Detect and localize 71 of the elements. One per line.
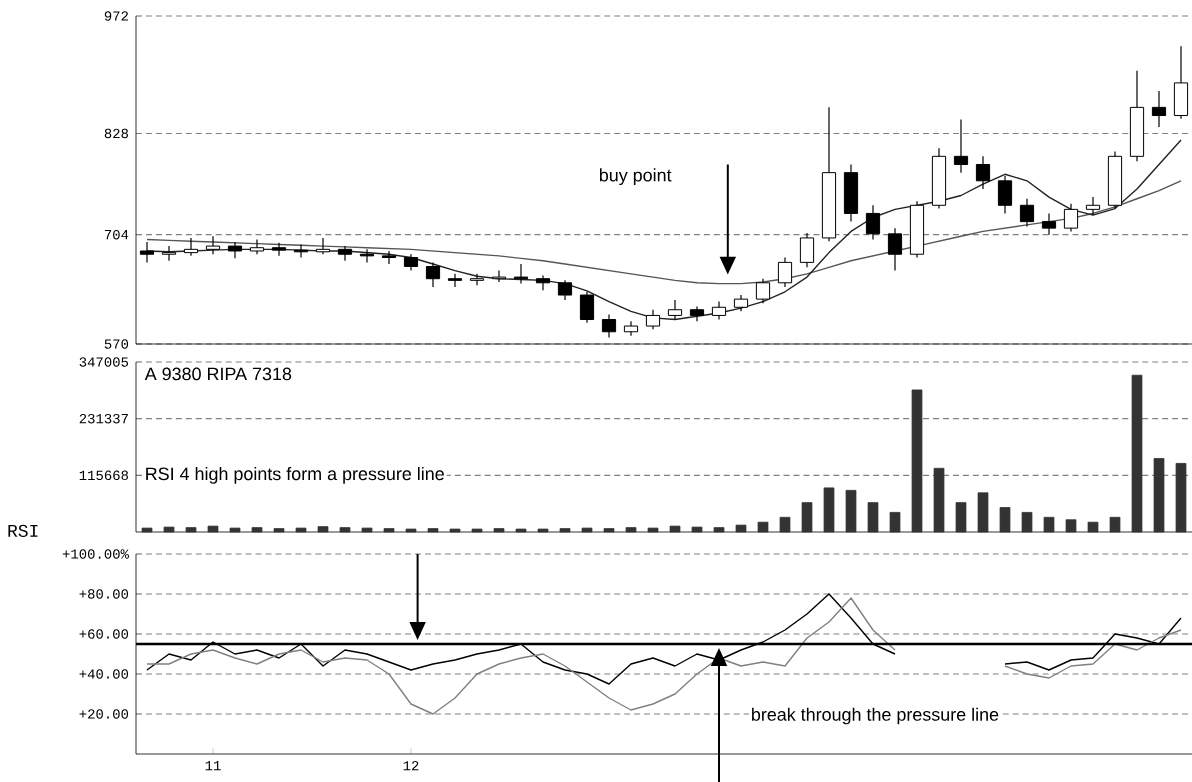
bar [735,524,747,533]
candlestick [359,248,375,263]
bar [625,527,637,533]
candlestick [1063,203,1079,232]
bar [1175,463,1187,533]
bar [185,527,197,533]
bar [955,502,967,533]
candlestick [865,204,881,241]
bar [889,512,901,533]
candlestick [667,299,683,321]
bar [801,502,813,533]
candlestick [1151,90,1167,128]
bar [1131,374,1143,533]
candlestick [799,232,815,268]
bar [845,489,857,533]
candlestick [1019,198,1035,228]
bar [339,527,351,533]
bar [1109,516,1121,533]
bar [1153,458,1165,533]
bar [317,526,329,533]
bar [911,389,923,533]
candlestick [227,241,243,259]
candlestick [953,119,969,174]
candlestick [645,309,661,330]
candlestick [183,237,199,257]
bar [163,526,175,533]
candlestick [579,291,595,324]
bar [977,492,989,533]
bar [1043,516,1055,533]
bar [1065,519,1077,533]
bar [757,521,769,533]
bar [669,525,681,533]
candlestick [513,263,529,285]
bar [691,526,703,533]
bar [867,502,879,533]
bar [823,487,835,533]
candlestick [381,250,397,265]
candlestick [535,274,551,291]
candlestick [271,242,287,257]
candlestick [161,245,177,262]
bar [713,527,725,533]
candlestick [755,278,771,304]
y-axis-title: RSI [8,524,38,537]
candlestick [887,227,903,272]
candlestick [843,163,859,223]
candlestick [447,273,463,288]
candlestick [777,256,793,288]
candlestick [557,279,573,301]
candlestick [249,238,265,255]
bar [251,527,263,533]
candlestick [975,155,991,190]
bar [933,467,945,533]
candlestick [491,269,507,283]
candlestick [1085,196,1101,216]
bar [999,507,1011,533]
candlestick [1173,45,1189,120]
bar [207,525,219,533]
candlestick [601,314,617,339]
candlestick [205,235,221,255]
candlestick [1041,212,1057,236]
annotation: buy point [599,168,672,186]
bar [1021,512,1033,533]
candlestick [997,175,1013,215]
bar [1087,521,1099,533]
candlestick [469,273,485,286]
candlestick [425,261,441,288]
bar [779,516,791,533]
annotation: A 9380 RIPA 7318 [144,367,292,381]
annotation: break through the pressure line [752,707,999,725]
annotation: RSI 4 high points form a pressure line [146,467,444,484]
candlestick [337,245,353,262]
